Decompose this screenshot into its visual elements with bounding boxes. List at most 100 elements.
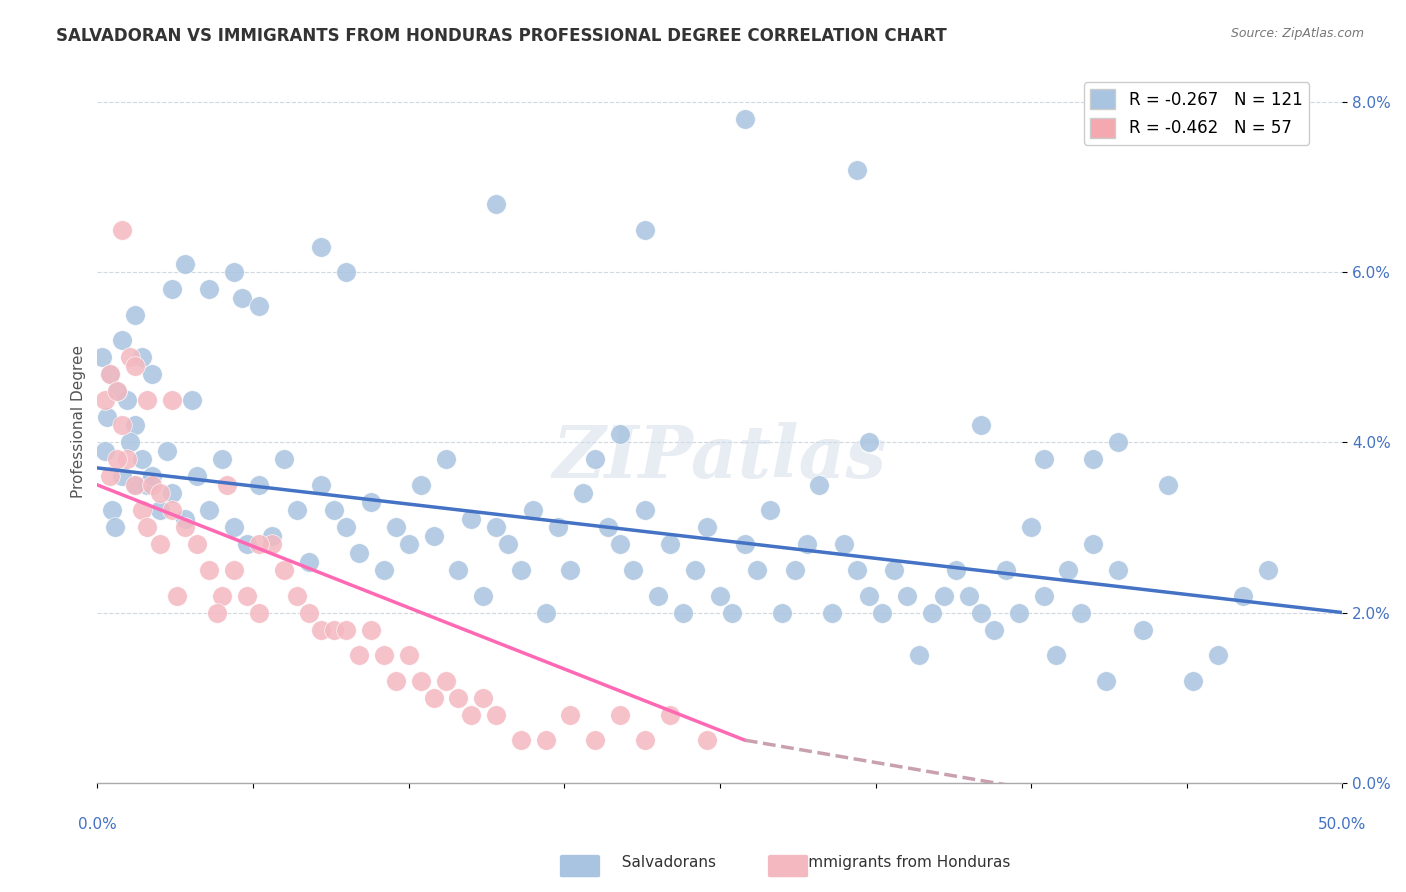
Point bbox=[1019, 520, 1042, 534]
Point bbox=[385, 673, 408, 688]
Point bbox=[409, 478, 432, 492]
Point bbox=[211, 589, 233, 603]
Point bbox=[422, 690, 444, 705]
Point bbox=[583, 733, 606, 747]
Point bbox=[173, 257, 195, 271]
Point bbox=[796, 537, 818, 551]
Point bbox=[398, 648, 420, 662]
Point bbox=[1095, 673, 1118, 688]
Point bbox=[858, 435, 880, 450]
Point bbox=[447, 563, 470, 577]
Point bbox=[709, 589, 731, 603]
Point bbox=[422, 529, 444, 543]
Point bbox=[1008, 606, 1031, 620]
Point bbox=[186, 537, 208, 551]
Point bbox=[634, 223, 657, 237]
Point bbox=[1032, 589, 1054, 603]
Text: ZIPatlas: ZIPatlas bbox=[553, 422, 887, 492]
Point bbox=[1083, 452, 1105, 467]
Point bbox=[1132, 623, 1154, 637]
Point bbox=[609, 426, 631, 441]
Point bbox=[236, 589, 259, 603]
Text: Salvadorans: Salvadorans bbox=[612, 855, 716, 870]
Point bbox=[105, 452, 128, 467]
Point bbox=[231, 291, 253, 305]
Point bbox=[224, 265, 246, 279]
Point bbox=[596, 520, 619, 534]
Point bbox=[211, 452, 233, 467]
Point bbox=[932, 589, 955, 603]
Point bbox=[1083, 537, 1105, 551]
Point bbox=[870, 606, 893, 620]
Point bbox=[335, 520, 357, 534]
Point bbox=[98, 368, 121, 382]
Point bbox=[409, 673, 432, 688]
Point bbox=[883, 563, 905, 577]
Point bbox=[373, 648, 395, 662]
Point bbox=[335, 623, 357, 637]
Point bbox=[1070, 606, 1092, 620]
Point bbox=[496, 537, 519, 551]
Y-axis label: Professional Degree: Professional Degree bbox=[72, 344, 86, 498]
Point bbox=[534, 733, 557, 747]
Point bbox=[347, 648, 370, 662]
Point bbox=[683, 563, 706, 577]
Point bbox=[1257, 563, 1279, 577]
Point bbox=[970, 418, 993, 433]
Point bbox=[485, 520, 508, 534]
Point bbox=[166, 589, 188, 603]
Legend: R = -0.267   N = 121, R = -0.462   N = 57: R = -0.267 N = 121, R = -0.462 N = 57 bbox=[1084, 82, 1309, 145]
Point bbox=[260, 529, 283, 543]
Point bbox=[1032, 452, 1054, 467]
Point bbox=[385, 520, 408, 534]
Point bbox=[970, 606, 993, 620]
Point bbox=[224, 520, 246, 534]
Point bbox=[198, 503, 221, 517]
Point bbox=[198, 282, 221, 296]
Point bbox=[94, 444, 117, 458]
Point bbox=[1107, 435, 1129, 450]
Point bbox=[434, 673, 457, 688]
Point bbox=[131, 503, 153, 517]
Point bbox=[572, 486, 595, 500]
Point bbox=[98, 368, 121, 382]
Point bbox=[111, 418, 134, 433]
Point bbox=[298, 606, 321, 620]
Point bbox=[485, 707, 508, 722]
Point bbox=[335, 265, 357, 279]
Point bbox=[247, 478, 270, 492]
Point bbox=[186, 469, 208, 483]
Point bbox=[758, 503, 780, 517]
Point bbox=[945, 563, 967, 577]
Point bbox=[845, 163, 868, 178]
Point bbox=[398, 537, 420, 551]
Point bbox=[118, 435, 141, 450]
Point bbox=[1157, 478, 1180, 492]
Point bbox=[260, 537, 283, 551]
Point bbox=[509, 563, 531, 577]
Point bbox=[105, 384, 128, 399]
Point bbox=[173, 512, 195, 526]
Point bbox=[621, 563, 644, 577]
Point bbox=[472, 690, 495, 705]
Point bbox=[834, 537, 856, 551]
Point bbox=[696, 733, 718, 747]
Point bbox=[285, 589, 308, 603]
Point bbox=[472, 589, 495, 603]
Point bbox=[734, 537, 756, 551]
Point bbox=[821, 606, 844, 620]
Point bbox=[522, 503, 544, 517]
Point bbox=[247, 299, 270, 313]
Point bbox=[373, 563, 395, 577]
Point bbox=[236, 537, 259, 551]
Point bbox=[285, 503, 308, 517]
Point bbox=[447, 690, 470, 705]
Point bbox=[696, 520, 718, 534]
Point bbox=[896, 589, 918, 603]
Point bbox=[91, 351, 114, 365]
Point bbox=[609, 707, 631, 722]
Point bbox=[659, 537, 682, 551]
Point bbox=[647, 589, 669, 603]
Point bbox=[347, 546, 370, 560]
Point bbox=[747, 563, 769, 577]
